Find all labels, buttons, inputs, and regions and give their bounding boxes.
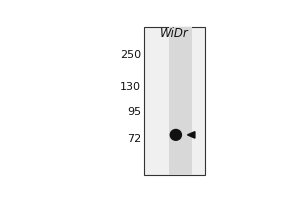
Text: 72: 72 (127, 134, 141, 144)
Text: 95: 95 (127, 107, 141, 117)
Bar (145, 27, 205, 175)
Bar (169, 27, 192, 175)
Text: 130: 130 (120, 82, 141, 92)
Polygon shape (188, 132, 195, 138)
Text: 250: 250 (120, 50, 141, 60)
Text: WiDr: WiDr (160, 27, 189, 40)
Ellipse shape (170, 129, 182, 140)
